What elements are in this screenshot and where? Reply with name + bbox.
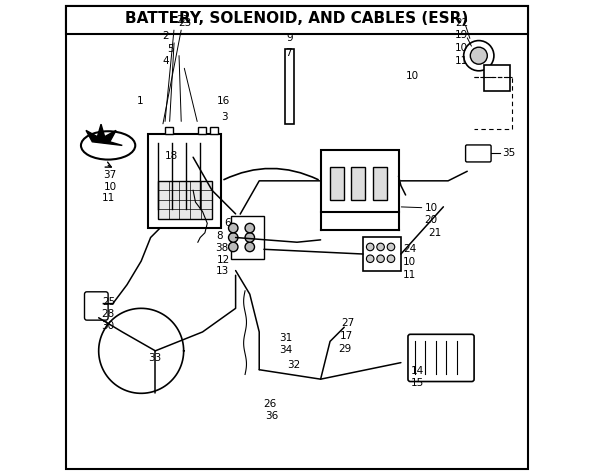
- Text: 34: 34: [279, 345, 292, 355]
- Text: 26: 26: [263, 399, 276, 408]
- Bar: [285, 48, 293, 124]
- Text: 35: 35: [503, 149, 516, 159]
- Text: 11: 11: [102, 193, 115, 203]
- Bar: [148, 133, 222, 228]
- Text: 10: 10: [406, 70, 419, 81]
- Circle shape: [366, 255, 374, 263]
- Text: 23: 23: [163, 15, 190, 124]
- Text: 1: 1: [137, 95, 143, 105]
- Circle shape: [470, 47, 487, 64]
- Text: 11: 11: [403, 270, 416, 280]
- Text: 22: 22: [455, 18, 469, 28]
- Circle shape: [245, 223, 254, 233]
- Bar: [165, 126, 173, 133]
- Circle shape: [464, 40, 494, 71]
- Text: 30: 30: [101, 321, 114, 331]
- Bar: [231, 216, 264, 259]
- Text: 19: 19: [455, 30, 469, 40]
- Text: 9: 9: [287, 33, 293, 43]
- Text: 5: 5: [167, 44, 174, 54]
- Bar: [65, 6, 529, 35]
- Text: 7: 7: [285, 48, 292, 58]
- Text: 17: 17: [340, 331, 353, 341]
- Text: 15: 15: [411, 379, 425, 389]
- Text: 14: 14: [411, 366, 425, 376]
- Circle shape: [229, 242, 238, 252]
- Text: 24: 24: [403, 244, 416, 254]
- Text: 32: 32: [287, 360, 301, 370]
- Text: 28: 28: [101, 309, 114, 319]
- Bar: [363, 238, 401, 271]
- Text: 16: 16: [217, 95, 230, 105]
- FancyBboxPatch shape: [408, 334, 474, 381]
- Circle shape: [366, 243, 374, 251]
- Text: 4: 4: [162, 57, 169, 66]
- Bar: [484, 65, 510, 91]
- Text: 20: 20: [425, 216, 438, 226]
- Bar: [321, 150, 399, 211]
- Circle shape: [387, 255, 395, 263]
- Text: 6: 6: [224, 218, 230, 228]
- Circle shape: [377, 255, 384, 263]
- Text: 31: 31: [279, 332, 292, 342]
- Bar: [157, 181, 212, 218]
- Polygon shape: [86, 124, 122, 145]
- Text: 37: 37: [103, 170, 116, 180]
- Text: 10: 10: [425, 203, 438, 213]
- Text: 33: 33: [148, 353, 162, 363]
- Text: 23: 23: [178, 18, 191, 28]
- Text: 21: 21: [428, 228, 441, 238]
- Circle shape: [245, 242, 254, 252]
- Circle shape: [245, 233, 254, 242]
- Text: 8: 8: [216, 231, 222, 241]
- Text: 10: 10: [403, 257, 416, 267]
- Text: 27: 27: [341, 318, 354, 328]
- Text: 29: 29: [339, 344, 352, 354]
- Text: 12: 12: [217, 255, 230, 265]
- Text: 18: 18: [165, 151, 178, 162]
- Text: 10: 10: [455, 43, 468, 53]
- FancyBboxPatch shape: [84, 292, 108, 320]
- Text: 10: 10: [103, 181, 116, 191]
- Text: BATTERY, SOLENOID, AND CABLES (ESR): BATTERY, SOLENOID, AND CABLES (ESR): [125, 11, 469, 26]
- Text: 3: 3: [222, 112, 228, 122]
- Bar: [198, 126, 206, 133]
- Text: 2: 2: [162, 31, 169, 41]
- Bar: [210, 126, 218, 133]
- Text: 25: 25: [102, 297, 116, 307]
- Circle shape: [387, 243, 395, 251]
- Circle shape: [229, 223, 238, 233]
- Text: 38: 38: [215, 243, 229, 253]
- Bar: [351, 167, 365, 200]
- Circle shape: [229, 233, 238, 242]
- Bar: [330, 167, 344, 200]
- Text: 36: 36: [265, 411, 278, 421]
- Bar: [372, 167, 387, 200]
- Circle shape: [377, 243, 384, 251]
- FancyBboxPatch shape: [466, 145, 491, 162]
- Text: 13: 13: [216, 266, 229, 276]
- Text: 11: 11: [455, 56, 469, 66]
